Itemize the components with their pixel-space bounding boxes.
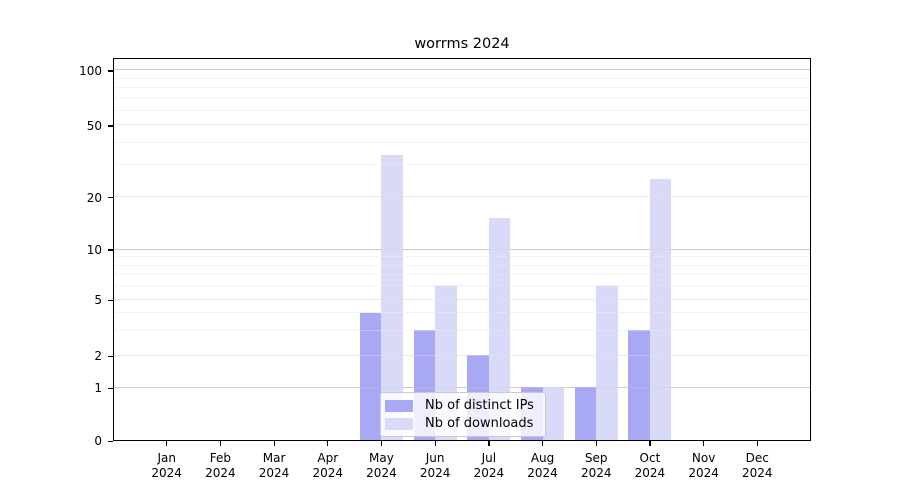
x-tick-label-nov-2024: Nov 2024 (688, 451, 719, 480)
y-tick-0 (108, 440, 113, 442)
gridline-6 (114, 285, 810, 287)
gridline-9 (114, 256, 810, 258)
legend-swatch-downloads (385, 417, 413, 430)
y-tick-label-5: 5 (94, 293, 102, 308)
x-tick-label-feb-2024: Feb 2024 (205, 451, 236, 480)
x-tick-label-dec-2024: Dec 2024 (742, 451, 773, 480)
x-tick-label-jun-2024: Jun 2024 (419, 451, 451, 480)
bar-ips-sep (574, 387, 597, 440)
gridline-80 (114, 87, 810, 89)
bar-downloads-oct (649, 179, 672, 440)
bar-downloads-jul (488, 218, 511, 440)
gridline-3 (114, 329, 810, 331)
gridline-2 (114, 354, 810, 356)
gridline-10 (114, 248, 810, 250)
y-tick-1 (108, 387, 113, 389)
y-tick-label-1: 1 (94, 381, 102, 396)
y-tick-label-50: 50 (86, 118, 102, 133)
gridline-3 (114, 329, 810, 331)
gridline-100 (114, 69, 810, 71)
gridline-6 (114, 285, 810, 287)
y-tick-50 (108, 125, 113, 127)
legend-label-distinct-ips: Nb of distinct IPs (425, 398, 534, 413)
gridline-60 (114, 110, 810, 112)
gridline-5 (114, 298, 810, 300)
y-tick-label-2: 2 (94, 349, 102, 363)
y-tick-2 (108, 355, 113, 357)
x-tick-nov (703, 441, 705, 446)
x-tick-sep (595, 441, 597, 446)
legend-swatch-distinct-ips (385, 399, 413, 412)
bar-ips-may (359, 312, 382, 440)
x-tick-label-oct-2024: Oct 2024 (634, 451, 666, 480)
x-tick-jun (434, 441, 436, 446)
y-tick-label-100: 100 (79, 63, 102, 78)
gridline-40 (114, 141, 810, 143)
plot-area (113, 58, 811, 441)
y-tick-label-10: 10 (86, 242, 102, 257)
y-tick-label-0: 0 (94, 434, 102, 448)
x-tick-dec (756, 441, 758, 446)
gridline-40 (114, 141, 810, 143)
y-tick-5 (108, 299, 113, 301)
y-tick-label-20: 20 (86, 190, 102, 205)
x-tick-jul (488, 441, 490, 446)
x-tick-label-apr-2024: Apr 2024 (312, 451, 344, 480)
gridline-80 (114, 87, 810, 89)
gridline-7 (114, 274, 810, 276)
x-tick-label-sep-2024: Sep 2024 (580, 451, 612, 480)
gridline-100 (114, 69, 810, 71)
gridline-5 (114, 298, 810, 300)
chart-title: worrms 2024 (414, 36, 510, 52)
bar-ips-oct (628, 330, 650, 440)
bar-downloads-may (381, 155, 403, 440)
x-tick-jan (166, 441, 168, 446)
x-tick-label-may-2024: May 2024 (366, 451, 397, 480)
x-tick-label-jul-2024: Jul 2024 (473, 451, 505, 480)
gridline-70 (114, 97, 810, 99)
bar-downloads-aug (542, 387, 565, 440)
gridline-7 (114, 274, 810, 276)
x-tick-mar (273, 441, 275, 446)
x-tick-may (380, 441, 383, 446)
gridline-30 (114, 164, 810, 166)
gridline-2 (114, 354, 810, 356)
gridline-50 (114, 124, 810, 126)
x-tick-label-mar-2024: Mar 2024 (258, 451, 290, 480)
gridline-30 (114, 164, 810, 166)
x-tick-aug (542, 441, 544, 446)
gridline-60 (114, 110, 810, 112)
gridline-10 (114, 248, 810, 250)
x-tick-oct (649, 441, 651, 446)
legend-entry-downloads: Nb of downloads (385, 416, 534, 431)
gridline-90 (114, 77, 810, 79)
gridline-4 (114, 312, 810, 314)
gridline-9 (114, 256, 810, 258)
gridline-20 (114, 196, 810, 198)
x-tick-label-jan-2024: Jan 2024 (151, 451, 182, 480)
x-tick-label-aug-2024: Aug 2024 (527, 451, 558, 480)
gridline-20 (114, 196, 810, 198)
gridline-70 (114, 97, 810, 99)
gridline-90 (114, 77, 810, 79)
gridline-50 (114, 124, 810, 126)
bar-downloads-sep (596, 285, 618, 440)
gridline-1 (114, 386, 810, 388)
gridline-1 (114, 386, 810, 388)
gridline-8 (114, 264, 810, 266)
y-tick-20 (108, 197, 113, 199)
gridline-8 (114, 264, 810, 266)
legend: Nb of distinct IPs Nb of downloads (380, 392, 546, 437)
y-tick-10 (108, 249, 113, 251)
legend-label-downloads: Nb of downloads (425, 416, 534, 431)
gridline-4 (114, 312, 810, 314)
y-tick-100 (108, 70, 113, 72)
legend-entry-distinct-ips: Nb of distinct IPs (385, 398, 534, 413)
x-tick-apr (327, 441, 329, 446)
x-tick-feb (219, 441, 222, 446)
